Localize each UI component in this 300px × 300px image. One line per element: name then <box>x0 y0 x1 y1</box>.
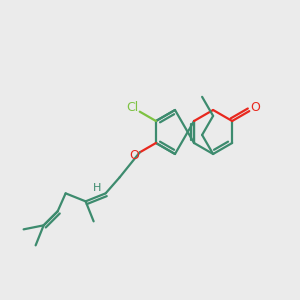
Text: O: O <box>250 101 260 114</box>
Text: O: O <box>129 149 139 162</box>
Text: Cl: Cl <box>127 101 139 114</box>
Text: H: H <box>92 183 101 193</box>
